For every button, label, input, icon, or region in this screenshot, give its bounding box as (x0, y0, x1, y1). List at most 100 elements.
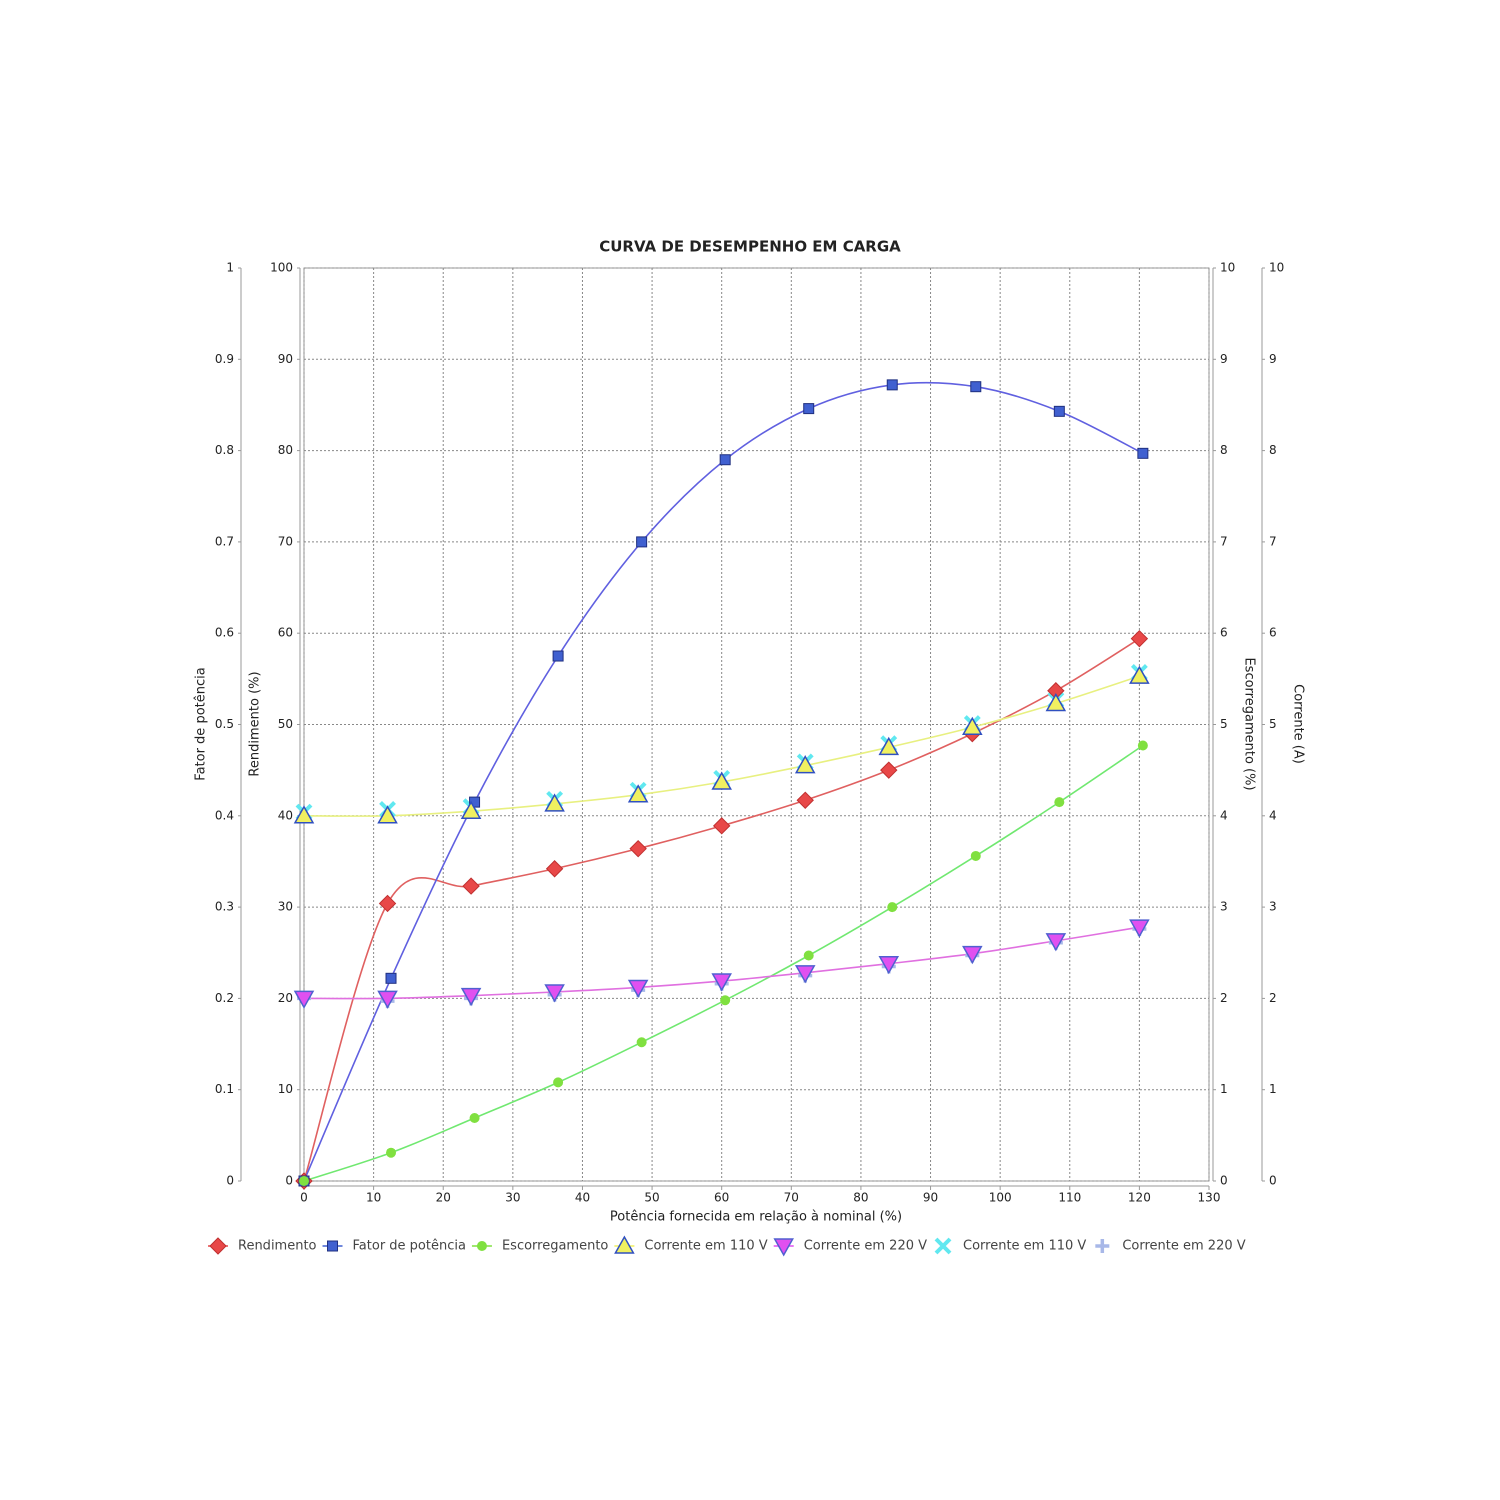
legend-marker (934, 1237, 952, 1255)
marker-triangle-up (544, 793, 565, 812)
marker-triangle-up (962, 716, 983, 735)
y-tick-label: 100 (270, 261, 293, 275)
y4-tick-label: 6 (1269, 626, 1277, 640)
x-tick-label: 80 (853, 1191, 868, 1205)
legend-label: Fator de potência (353, 1239, 466, 1254)
marker-triangle-up (1129, 665, 1150, 684)
marker-circle (803, 950, 814, 961)
marker-square (803, 403, 815, 415)
legend-marker (476, 1241, 487, 1251)
y-tick-label: 30 (278, 900, 293, 914)
x-tick-label: 120 (1128, 1191, 1151, 1205)
x-tick-label: 20 (436, 1191, 451, 1205)
y2-tick-label: 3 (1220, 900, 1228, 914)
marker-circle (553, 1077, 564, 1088)
marker-circle (1054, 797, 1065, 808)
y-tick-label: 50 (278, 717, 293, 731)
legend-marker (209, 1237, 227, 1255)
marker-square (970, 381, 982, 393)
y2-tick-label: 10 (1220, 261, 1235, 275)
legend-item: Corrente em 110 V (614, 1235, 768, 1254)
y3-tick-label: 0.5 (215, 717, 234, 731)
legend-item: Corrente em 220 V (773, 1238, 927, 1257)
y-tick-label: 80 (278, 443, 293, 457)
y-tick-label: 0 (285, 1174, 293, 1188)
x-tick-label: 30 (505, 1191, 520, 1205)
x-tick-label: 40 (575, 1191, 590, 1205)
x-tick-label: 70 (784, 1191, 799, 1205)
y3-tick-label: 0.1 (215, 1082, 234, 1096)
marker-triangle-down (460, 987, 482, 1007)
x-tick-label: 50 (644, 1191, 659, 1205)
marker-triangle-up (293, 805, 315, 824)
legend-label: Corrente em 110 V (963, 1239, 1086, 1254)
legend-label: Rendimento (238, 1239, 317, 1254)
legend-item: Corrente em 220 V (1095, 1239, 1246, 1254)
y3-tick-label: 0.8 (215, 443, 234, 457)
y-tick-label: 20 (278, 991, 293, 1005)
marker-triangle-down (377, 990, 398, 1009)
y4-tick-label: 1 (1269, 1082, 1277, 1096)
marker-circle (299, 1176, 309, 1186)
marker-square (886, 379, 898, 391)
y3-tick-label: 0.9 (215, 352, 234, 366)
y4-tick-label: 3 (1269, 900, 1277, 914)
y4-tick-label: 9 (1269, 352, 1277, 366)
y2-tick-label: 5 (1220, 717, 1228, 731)
legend-marker (773, 1238, 794, 1257)
marker-diamond (796, 791, 814, 809)
y2-tick-label: 8 (1220, 443, 1228, 457)
marker-diamond (545, 860, 564, 878)
x-tick-label: 10 (366, 1191, 381, 1205)
y2-tick-label: 4 (1220, 808, 1228, 822)
y-tick-label: 70 (278, 534, 293, 548)
marker-triangle-up (377, 805, 398, 824)
series-line (303, 744, 1144, 1182)
marker-triangle-down (794, 965, 816, 984)
marker-triangle-down (962, 945, 983, 965)
marker-triangle-up (878, 736, 900, 756)
y-tick-label: 10 (278, 1082, 293, 1096)
legend-label: Corrente em 220 V (1122, 1239, 1245, 1254)
y4-tick-label: 7 (1269, 534, 1277, 548)
marker-triangle-down (627, 979, 649, 998)
x-axis-label: Potência fornecida em relação à nominal … (610, 1210, 902, 1225)
marker-square (636, 536, 648, 548)
legend-item: Fator de potência (322, 1239, 466, 1254)
y-axis-label: Rendimento (%) (248, 671, 263, 776)
marker-diamond (378, 894, 397, 913)
y4-tick-label: 5 (1269, 717, 1277, 731)
marker-diamond (1130, 629, 1149, 648)
marker-circle (386, 1147, 397, 1158)
y2-tick-label: 9 (1220, 352, 1228, 366)
marker-square (552, 650, 564, 662)
marker-square (1137, 447, 1149, 459)
marker-triangle-down (711, 973, 732, 992)
y2-tick-label: 1 (1220, 1082, 1228, 1096)
y2-tick-label: 0 (1220, 1174, 1228, 1188)
marker-triangle-up (794, 755, 816, 774)
marker-diamond (629, 839, 647, 858)
marker-square (385, 972, 397, 984)
legend-marker (614, 1235, 635, 1254)
marker-triangle-up (460, 800, 482, 819)
marker-square (1053, 405, 1065, 417)
marker-triangle-up (1045, 692, 1067, 712)
series-line (303, 637, 1140, 1182)
marker-triangle-up (627, 784, 649, 803)
y4-tick-label: 4 (1269, 808, 1277, 822)
y3-tick-label: 0.2 (215, 991, 234, 1005)
marker-circle (469, 1113, 480, 1124)
y2-tick-label: 7 (1220, 534, 1228, 548)
x-tick-label: 0 (300, 1191, 308, 1205)
x-tick-label: 90 (923, 1191, 938, 1205)
marker-circle (636, 1037, 647, 1048)
legend-item: Corrente em 110 V (934, 1237, 1086, 1255)
marker-circle (887, 902, 898, 913)
marker-triangle-down (1045, 933, 1067, 952)
y3-tick-label: 0.6 (215, 626, 234, 640)
legend-item: Escorregamento (471, 1239, 608, 1254)
y3-tick-label: 0.3 (215, 900, 234, 914)
marker-triangle-down (1129, 919, 1150, 938)
legend-marker (327, 1240, 339, 1252)
